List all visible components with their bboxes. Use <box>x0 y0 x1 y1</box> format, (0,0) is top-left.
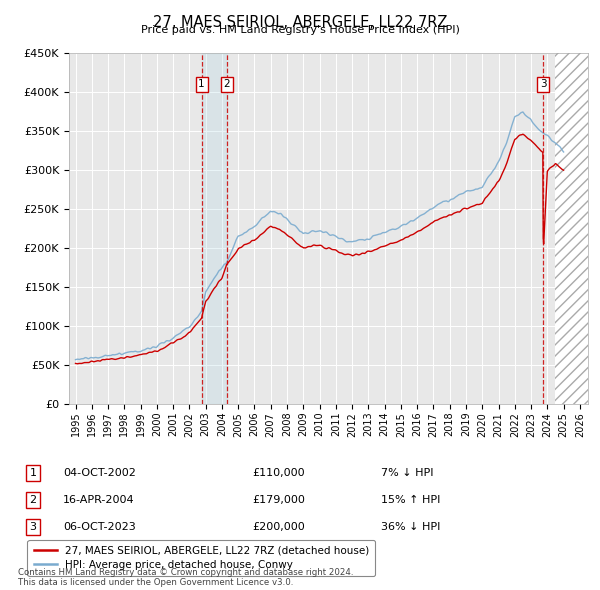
Text: 15% ↑ HPI: 15% ↑ HPI <box>381 496 440 505</box>
Text: 2: 2 <box>29 496 37 505</box>
Bar <box>556 53 588 404</box>
Legend: 27, MAES SEIRIOL, ABERGELE, LL22 7RZ (detached house), HPI: Average price, detac: 27, MAES SEIRIOL, ABERGELE, LL22 7RZ (de… <box>28 540 376 576</box>
Text: 04-OCT-2002: 04-OCT-2002 <box>63 468 136 478</box>
Text: 1: 1 <box>198 79 205 89</box>
Text: Contains HM Land Registry data © Crown copyright and database right 2024.
This d: Contains HM Land Registry data © Crown c… <box>18 568 353 587</box>
Text: 3: 3 <box>540 79 547 89</box>
Text: 3: 3 <box>29 522 37 532</box>
Bar <box>556 53 588 404</box>
Text: 06-OCT-2023: 06-OCT-2023 <box>63 522 136 532</box>
Text: Price paid vs. HM Land Registry's House Price Index (HPI): Price paid vs. HM Land Registry's House … <box>140 25 460 35</box>
Text: 36% ↓ HPI: 36% ↓ HPI <box>381 522 440 532</box>
Text: 1: 1 <box>29 468 37 478</box>
Text: 7% ↓ HPI: 7% ↓ HPI <box>381 468 433 478</box>
Text: £200,000: £200,000 <box>252 522 305 532</box>
Text: 2: 2 <box>223 79 230 89</box>
Text: 27, MAES SEIRIOL, ABERGELE, LL22 7RZ: 27, MAES SEIRIOL, ABERGELE, LL22 7RZ <box>153 15 447 30</box>
Bar <box>202 53 227 404</box>
Text: £179,000: £179,000 <box>252 496 305 505</box>
Text: £110,000: £110,000 <box>252 468 305 478</box>
Text: 16-APR-2004: 16-APR-2004 <box>63 496 134 505</box>
